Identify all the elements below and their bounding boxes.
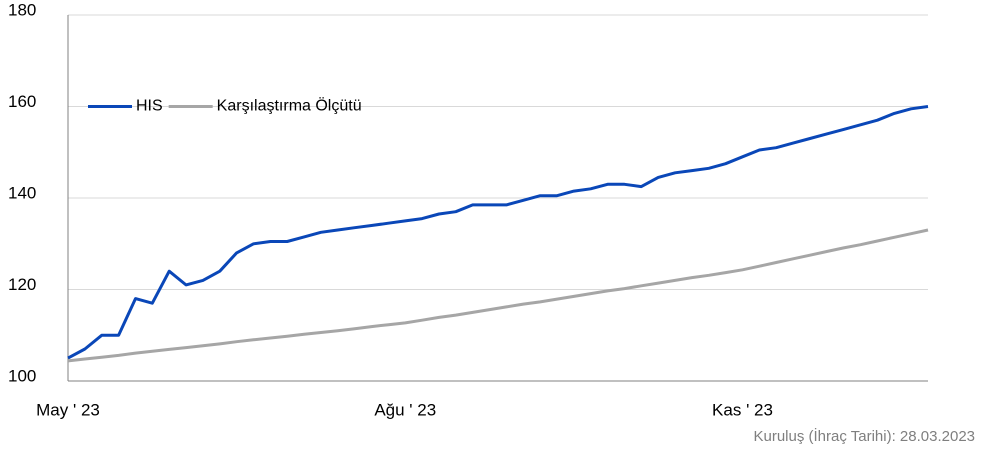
line [67,105,929,360]
y-tick-label: 100 [8,366,36,385]
y-tick-label: 160 [8,92,36,111]
y-tick-label: 140 [8,183,36,202]
y-tick-label: 180 [8,0,36,19]
x-tick-label: May ' 23 [36,400,100,419]
x-tick-label: Kas ' 23 [712,400,773,419]
y-tick-label: 120 [8,275,36,294]
x-tick-label: Ağu ' 23 [374,400,436,419]
line [67,228,929,363]
legend-label: HIS [136,98,163,115]
legend-label: Karşılaştırma Ölçütü [217,97,362,115]
footnote: Kuruluş (İhraç Tarihi): 28.03.2023 [753,427,975,445]
